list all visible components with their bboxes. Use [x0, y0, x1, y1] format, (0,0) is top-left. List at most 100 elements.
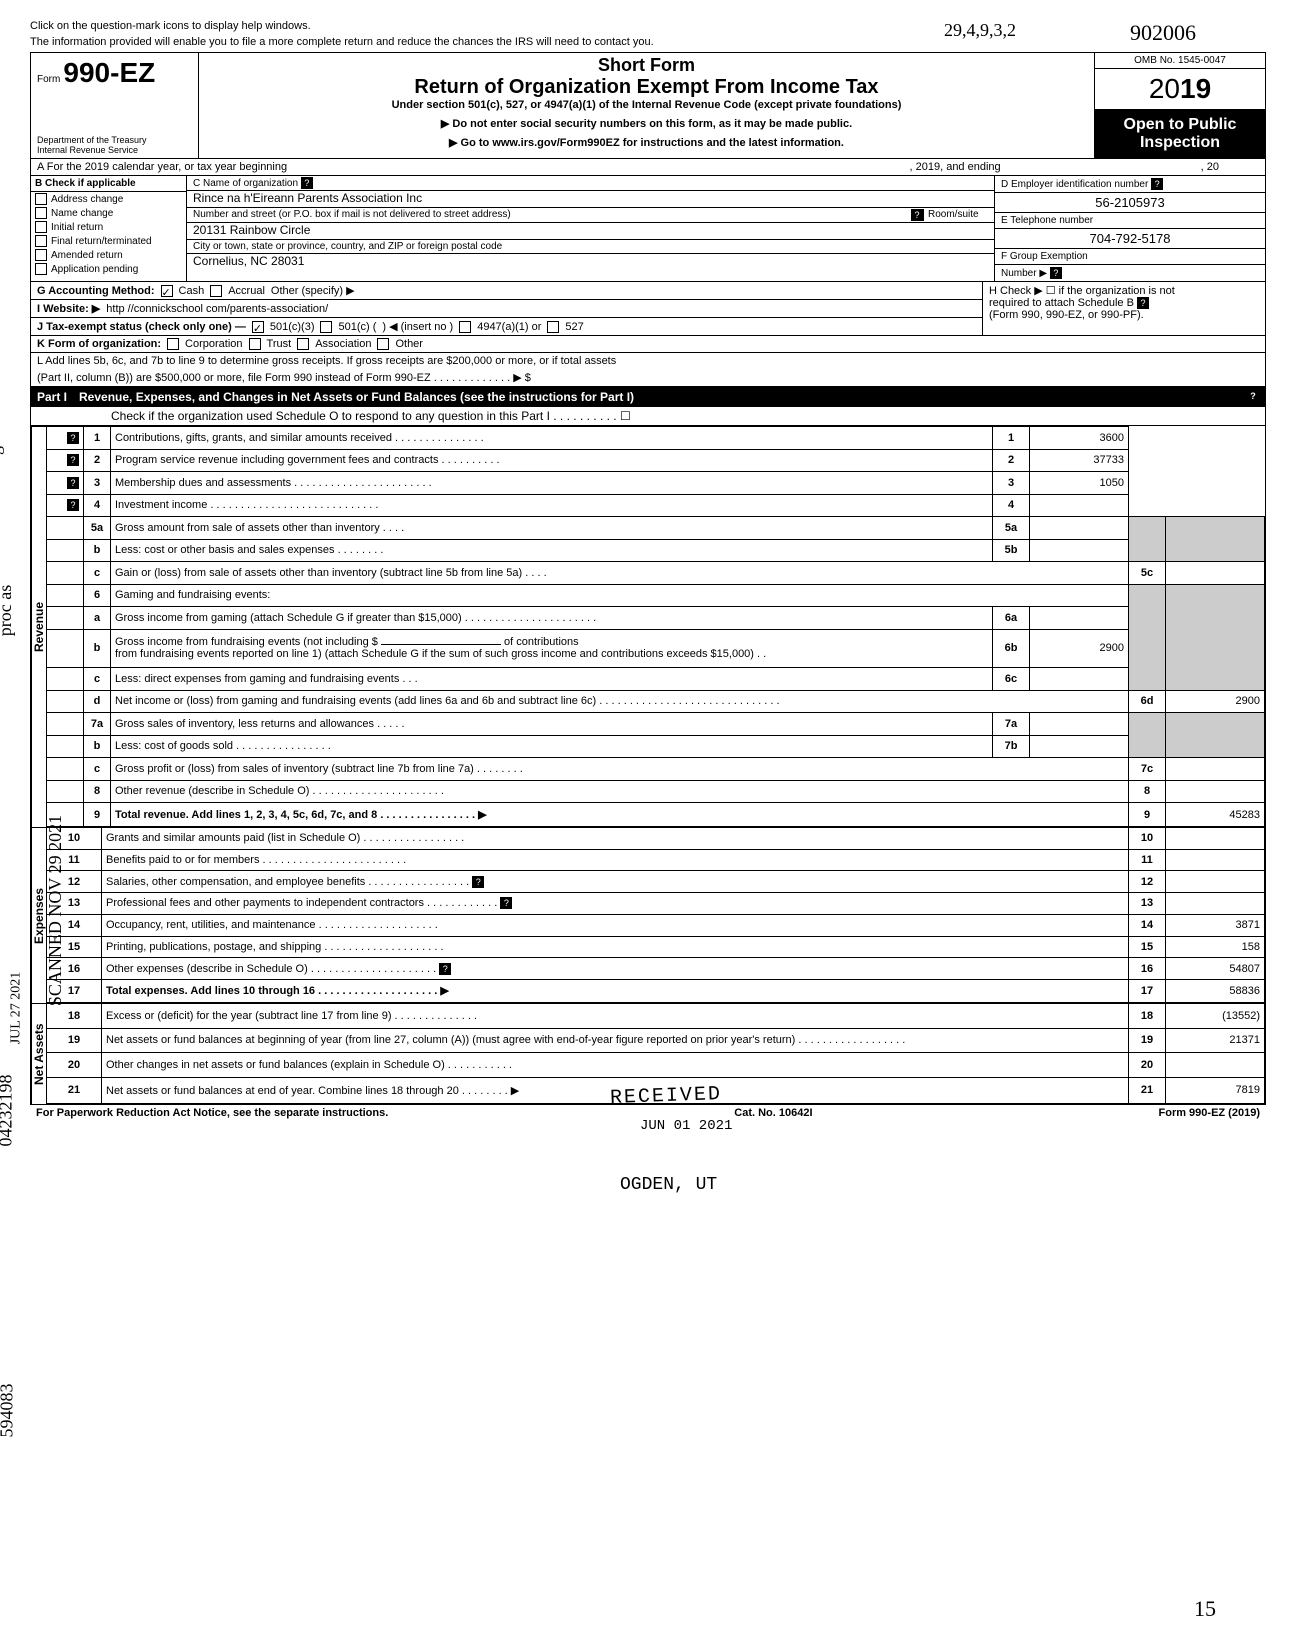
- table-row: ?2Program service revenue including gove…: [47, 449, 1265, 472]
- chk-cash[interactable]: ✓: [161, 285, 173, 297]
- subtitle: Under section 501(c), 527, or 4947(a)(1)…: [205, 99, 1088, 111]
- chk-name[interactable]: [35, 207, 47, 219]
- j-label: J Tax-exempt status (check only one) —: [37, 321, 246, 333]
- room-label: Room/suite: [923, 209, 988, 221]
- chk-initial[interactable]: [35, 221, 47, 233]
- form-header: Form 990-EZ Department of the Treasury I…: [31, 53, 1265, 159]
- line-l1: L Add lines 5b, 6c, and 7b to line 9 to …: [31, 353, 1265, 369]
- phone: 704-792-5178: [995, 229, 1265, 249]
- i-label: I Website: ▶: [37, 302, 100, 315]
- table-row: 20Other changes in net assets or fund ba…: [47, 1053, 1265, 1078]
- b-item-1: Name change: [51, 208, 113, 219]
- chk-corp[interactable]: [167, 338, 179, 350]
- help-icon[interactable]: ?: [1247, 390, 1259, 402]
- b-item-5: Application pending: [51, 264, 138, 275]
- table-row: 8Other revenue (describe in Schedule O) …: [47, 780, 1265, 803]
- col-b: B Check if applicable Address change Nam…: [31, 176, 187, 281]
- g-label: G Accounting Method:: [37, 285, 155, 297]
- table-row: bGross income from fundraising events (n…: [47, 629, 1265, 667]
- side-orig: orig: [0, 446, 5, 475]
- short-form: Short Form: [205, 55, 1088, 76]
- chk-accrual[interactable]: [210, 285, 222, 297]
- j-a1: 4947(a)(1) or: [477, 321, 541, 333]
- help-icon[interactable]: ?: [1050, 267, 1062, 279]
- table-row: 9Total revenue. Add lines 1, 2, 3, 4, 5c…: [47, 803, 1265, 827]
- footer-right: Form 990-EZ (2019): [1159, 1107, 1260, 1119]
- scanned-stamp: SCANNED NOV 29 2021: [45, 815, 66, 1006]
- table-row: 12Salaries, other compensation, and empl…: [47, 871, 1265, 893]
- table-row: 11Benefits paid to or for members . . . …: [47, 849, 1265, 871]
- dept-2: Internal Revenue Service: [37, 146, 147, 156]
- h-label: H Check ▶ ☐ if the organization is not: [989, 284, 1259, 297]
- expenses-table: 10Grants and similar amounts paid (list …: [47, 827, 1265, 1003]
- help-icon[interactable]: ?: [500, 897, 512, 909]
- chk-trust[interactable]: [249, 338, 261, 350]
- table-row: 14Occupancy, rent, utilities, and mainte…: [47, 914, 1265, 936]
- c-addr-label: Number and street (or P.O. box if mail i…: [193, 209, 911, 221]
- form-frame: Form 990-EZ Department of the Treasury I…: [30, 52, 1266, 1105]
- chk-final[interactable]: [35, 235, 47, 247]
- side-num: 04232198: [0, 1075, 17, 1147]
- f-num: Number ▶: [1001, 268, 1047, 279]
- form-prefix: Form: [37, 74, 60, 85]
- bottom-num: 594083: [0, 1384, 18, 1438]
- footer-mid: Cat. No. 10642I: [734, 1107, 812, 1119]
- table-row: ?4Investment income . . . . . . . . . . …: [47, 494, 1265, 517]
- help-icon[interactable]: ?: [67, 454, 79, 466]
- table-row: 6Gaming and fundraising events:: [47, 584, 1265, 607]
- chk-amended[interactable]: [35, 249, 47, 261]
- c-name-label: C Name of organization: [193, 178, 298, 189]
- table-row: 13Professional fees and other payments t…: [47, 893, 1265, 915]
- help-line-1: Click on the question-mark icons to disp…: [30, 20, 1266, 32]
- chk-other[interactable]: [377, 338, 389, 350]
- website: http //connickschool com/parents-associa…: [106, 303, 328, 315]
- help-icon[interactable]: ?: [67, 432, 79, 444]
- help-icon[interactable]: ?: [67, 499, 79, 511]
- chk-501c3[interactable]: ✓: [252, 321, 264, 333]
- section-revenue: Revenue: [31, 426, 47, 827]
- section-netassets: Net Assets: [31, 1003, 47, 1104]
- col-c: C Name of organization ? Rince na h'Eire…: [187, 176, 994, 281]
- chk-4947[interactable]: [459, 321, 471, 333]
- j-527: 527: [565, 321, 583, 333]
- b-item-3: Final return/terminated: [51, 236, 152, 247]
- help-icon[interactable]: ?: [301, 177, 313, 189]
- table-row: 15Printing, publications, postage, and s…: [47, 936, 1265, 958]
- h-l2: required to attach Schedule B: [989, 297, 1134, 309]
- table-row: dNet income or (loss) from gaming and fu…: [47, 690, 1265, 713]
- table-row: 5aGross amount from sale of assets other…: [47, 517, 1265, 540]
- chk-527[interactable]: [547, 321, 559, 333]
- help-icon[interactable]: ?: [1151, 178, 1163, 190]
- help-line-2: The information provided will enable you…: [30, 36, 1266, 48]
- help-icon[interactable]: ?: [911, 209, 923, 221]
- chk-address[interactable]: [35, 193, 47, 205]
- row-a-begin: A For the 2019 calendar year, or tax yea…: [37, 161, 287, 173]
- chk-assoc[interactable]: [297, 338, 309, 350]
- b-header: B Check if applicable: [31, 176, 186, 192]
- tax-year: 20201919: [1095, 69, 1265, 110]
- chk-501c[interactable]: [320, 321, 332, 333]
- part1-title: Revenue, Expenses, and Changes in Net As…: [79, 390, 1235, 404]
- received-stamp: RECEIVED: [610, 1083, 723, 1110]
- table-row: bLess: cost of goods sold . . . . . . . …: [47, 735, 1265, 758]
- table-row: cLess: direct expenses from gaming and f…: [47, 668, 1265, 691]
- line-l2: (Part II, column (B)) are $500,000 or mo…: [31, 369, 1265, 387]
- table-row: 7aGross sales of inventory, less returns…: [47, 713, 1265, 736]
- table-row: 10Grants and similar amounts paid (list …: [47, 828, 1265, 850]
- help-icon[interactable]: ?: [1137, 297, 1149, 309]
- chk-pending[interactable]: [35, 263, 47, 275]
- ein: 56-2105973: [995, 193, 1265, 213]
- help-icon[interactable]: ?: [67, 477, 79, 489]
- table-row: aGross income from gaming (attach Schedu…: [47, 607, 1265, 630]
- part1-header: Part I Revenue, Expenses, and Changes in…: [31, 387, 1265, 407]
- table-row: 19Net assets or fund balances at beginni…: [47, 1028, 1265, 1053]
- page-number: 15: [1194, 1596, 1216, 1622]
- table-row: ?3Membership dues and assessments . . . …: [47, 472, 1265, 495]
- side-proc: proc as: [0, 585, 16, 636]
- revenue-table: ?1Contributions, gifts, grants, and simi…: [47, 426, 1265, 827]
- table-row: bLess: cost or other basis and sales exp…: [47, 539, 1265, 562]
- org-addr: 20131 Rainbow Circle: [187, 223, 994, 240]
- help-icon[interactable]: ?: [439, 963, 451, 975]
- note-ssn: ▶ Do not enter social security numbers o…: [205, 117, 1088, 130]
- help-icon[interactable]: ?: [472, 876, 484, 888]
